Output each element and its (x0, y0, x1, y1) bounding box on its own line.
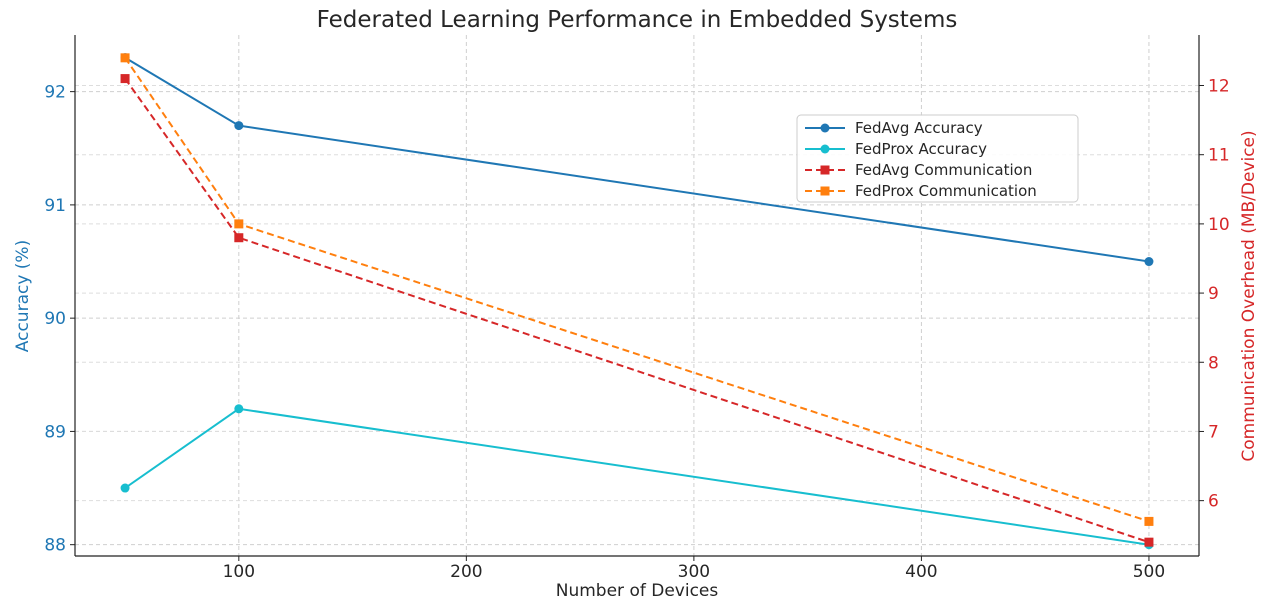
right-y-tick-label: 6 (1208, 492, 1219, 512)
legend-marker (820, 186, 830, 196)
left-y-tick-label: 88 (44, 536, 66, 556)
legend-marker (820, 144, 830, 154)
data-point (234, 219, 244, 229)
data-point (120, 53, 130, 63)
right-y-axis-label: Communication Overhead (MB/Device) (1239, 130, 1259, 461)
right-y-tick-label: 12 (1208, 77, 1230, 97)
data-point (120, 74, 130, 84)
legend-label-2: FedProx Accuracy (855, 140, 987, 158)
chart-title: Federated Learning Performance in Embedd… (317, 7, 958, 33)
data-point (234, 121, 244, 131)
data-point (234, 233, 244, 243)
left-y-tick-label: 90 (44, 309, 66, 329)
x-axis-label: Number of Devices (556, 581, 719, 601)
legend-label-4: FedProx Communication (855, 182, 1037, 200)
legend-box (796, 114, 1079, 203)
x-tick-label: 200 (450, 562, 482, 582)
x-tick-label: 300 (678, 562, 710, 582)
right-y-tick-label: 9 (1208, 284, 1219, 304)
right-y-tick-label: 10 (1208, 215, 1230, 235)
data-point (120, 483, 130, 493)
left-y-tick-label: 89 (44, 422, 66, 442)
grid (75, 35, 1199, 556)
right-y-tick-label: 11 (1208, 146, 1230, 166)
legend-marker (820, 123, 830, 133)
left-y-axis-label: Accuracy (%) (13, 240, 33, 352)
right-y-tick-label: 8 (1208, 353, 1219, 373)
legend-label-3: FedAvg Communication (855, 161, 1032, 179)
left-y-tick-label: 92 (44, 83, 66, 103)
legend-marker (820, 165, 830, 175)
legend-label-1: FedAvg Accuracy (855, 119, 983, 137)
data-point (1144, 537, 1154, 547)
legend: FedAvg Accuracy FedProx Accuracy FedAvg Co… (796, 114, 1079, 203)
data-point (1144, 257, 1154, 267)
plot-series (120, 53, 1154, 550)
x-tick-label: 500 (1133, 562, 1165, 582)
x-tick-label: 100 (223, 562, 255, 582)
data-point (234, 404, 244, 414)
x-tick-label: 400 (905, 562, 937, 582)
left-y-tick-label: 91 (44, 196, 66, 216)
right-y-tick-label: 7 (1208, 422, 1219, 442)
data-point (1144, 516, 1154, 526)
